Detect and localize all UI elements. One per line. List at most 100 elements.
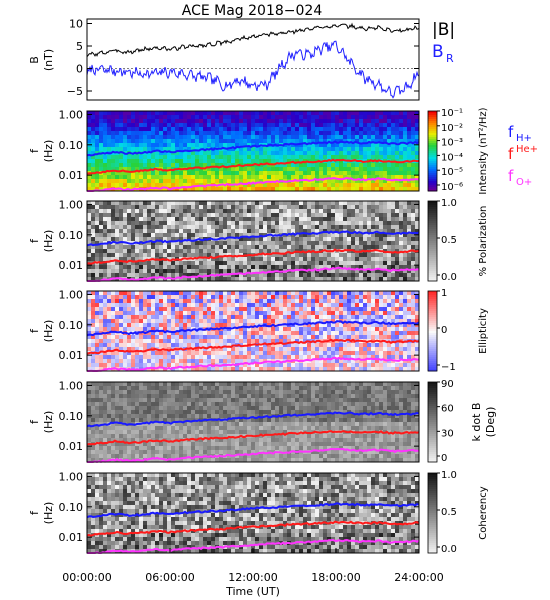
spectrogram-cell — [227, 351, 231, 355]
spectrogram-cell — [239, 311, 243, 315]
spectrogram-cell — [247, 233, 251, 237]
spectrogram-cell — [199, 249, 203, 253]
spectrogram-cell — [267, 249, 271, 253]
spectrogram-cell — [91, 187, 95, 191]
spectrogram-cell — [395, 277, 399, 281]
spectrogram-cell — [355, 179, 359, 183]
spectrogram-cell — [147, 201, 151, 205]
spectrogram-cell — [87, 253, 91, 257]
spectrogram-cell — [375, 217, 379, 221]
spectrogram-cell — [231, 335, 235, 339]
spectrogram-cell — [171, 115, 175, 119]
spectrogram-cell — [259, 261, 263, 265]
spectrogram-cell — [135, 299, 139, 303]
colorbar-segment — [428, 113, 437, 116]
spectrogram-cell — [315, 347, 319, 351]
spectrogram-cell — [243, 127, 247, 131]
spectrogram-cell — [415, 261, 419, 265]
spectrogram-cell — [411, 233, 415, 237]
spectrogram-cell — [295, 253, 299, 257]
spectrogram-cell — [247, 307, 251, 311]
spectrogram-cell — [111, 237, 115, 241]
spectrogram-cell — [363, 229, 367, 233]
spectrogram-cell — [403, 131, 407, 135]
spectrogram-cell — [375, 115, 379, 119]
spectrogram-cell — [327, 295, 331, 299]
spectrogram-cell — [259, 257, 263, 261]
spectrogram-cell — [307, 229, 311, 233]
spectrogram-cell — [355, 135, 359, 139]
spectrogram-cell — [151, 183, 155, 187]
spectrogram-cell — [315, 315, 319, 319]
spectrogram-cell — [275, 277, 279, 281]
spectrogram-cell — [223, 221, 227, 225]
spectrogram-cell — [307, 123, 311, 127]
spectrogram-cell — [243, 123, 247, 127]
spectrogram-cell — [311, 299, 315, 303]
spectrogram-cell — [107, 249, 111, 253]
spectrogram-cell — [311, 163, 315, 167]
spectrogram-cell — [275, 217, 279, 221]
spectrogram-cell — [399, 217, 403, 221]
spectrogram-cell — [315, 249, 319, 253]
spectrogram-cell — [199, 253, 203, 257]
spectrogram-cell — [107, 265, 111, 269]
spectrogram-cell — [267, 111, 271, 115]
spectrogram-cell — [175, 269, 179, 273]
spectrogram-cell — [163, 319, 167, 323]
spectrogram-cell — [255, 363, 259, 367]
spectrogram-cell — [123, 363, 127, 367]
spectrogram-cell — [383, 319, 387, 323]
spectrogram-cell — [115, 221, 119, 225]
spectrogram-cell — [415, 115, 419, 119]
spectrogram-cell — [219, 295, 223, 299]
spectrogram-cell — [207, 311, 211, 315]
spectrogram-cell — [323, 143, 327, 147]
spectrogram-cell — [303, 319, 307, 323]
b-ytick-label: 10 — [69, 18, 83, 31]
spectrogram-cell — [367, 155, 371, 159]
spectrogram-cell — [383, 139, 387, 143]
spectrogram-cell — [351, 179, 355, 183]
spectrogram-cell — [395, 111, 399, 115]
spectrogram-cell — [311, 159, 315, 163]
spectrogram-cell — [243, 221, 247, 225]
spectrogram-cell — [391, 257, 395, 261]
spectrogram-cell — [123, 299, 127, 303]
spectrogram-cell — [375, 257, 379, 261]
spectrogram-cell — [143, 183, 147, 187]
spectrogram-cell — [367, 127, 371, 131]
spectrogram-cell — [163, 237, 167, 241]
spectrogram-cell — [195, 175, 199, 179]
spectrogram-cell — [159, 221, 163, 225]
spectrogram-cell — [255, 225, 259, 229]
spectrogram-cell — [107, 123, 111, 127]
spectrogram-cell — [355, 257, 359, 261]
spectrogram-cell — [263, 135, 267, 139]
spectrogram-cell — [355, 123, 359, 127]
spectrogram-cell — [235, 245, 239, 249]
spectrogram-cell — [111, 347, 115, 351]
colorbar-segment — [428, 129, 437, 132]
spectrogram-cell — [387, 127, 391, 131]
spectrogram-cell — [335, 359, 339, 363]
spectrogram-cell — [263, 209, 267, 213]
spectrogram-cell — [131, 143, 135, 147]
spectrogram-cell — [379, 127, 383, 131]
spectrogram-cell — [319, 209, 323, 213]
spectrogram-cell — [219, 241, 223, 245]
spectrogram-cell — [275, 257, 279, 261]
spectrogram-cell — [183, 131, 187, 135]
spectrogram-cell — [367, 241, 371, 245]
spectrogram-cell — [155, 143, 159, 147]
spectrogram-cell — [383, 147, 387, 151]
spectrogram-cell — [95, 327, 99, 331]
spectrogram-cell — [215, 135, 219, 139]
spectrogram-cell — [311, 315, 315, 319]
spectrogram-cell — [135, 131, 139, 135]
colorbar-segment — [428, 139, 437, 142]
spectrogram-cell — [151, 343, 155, 347]
spectrogram-cell — [407, 209, 411, 213]
spectrogram-cell — [211, 367, 215, 371]
spectrogram-cell — [179, 171, 183, 175]
